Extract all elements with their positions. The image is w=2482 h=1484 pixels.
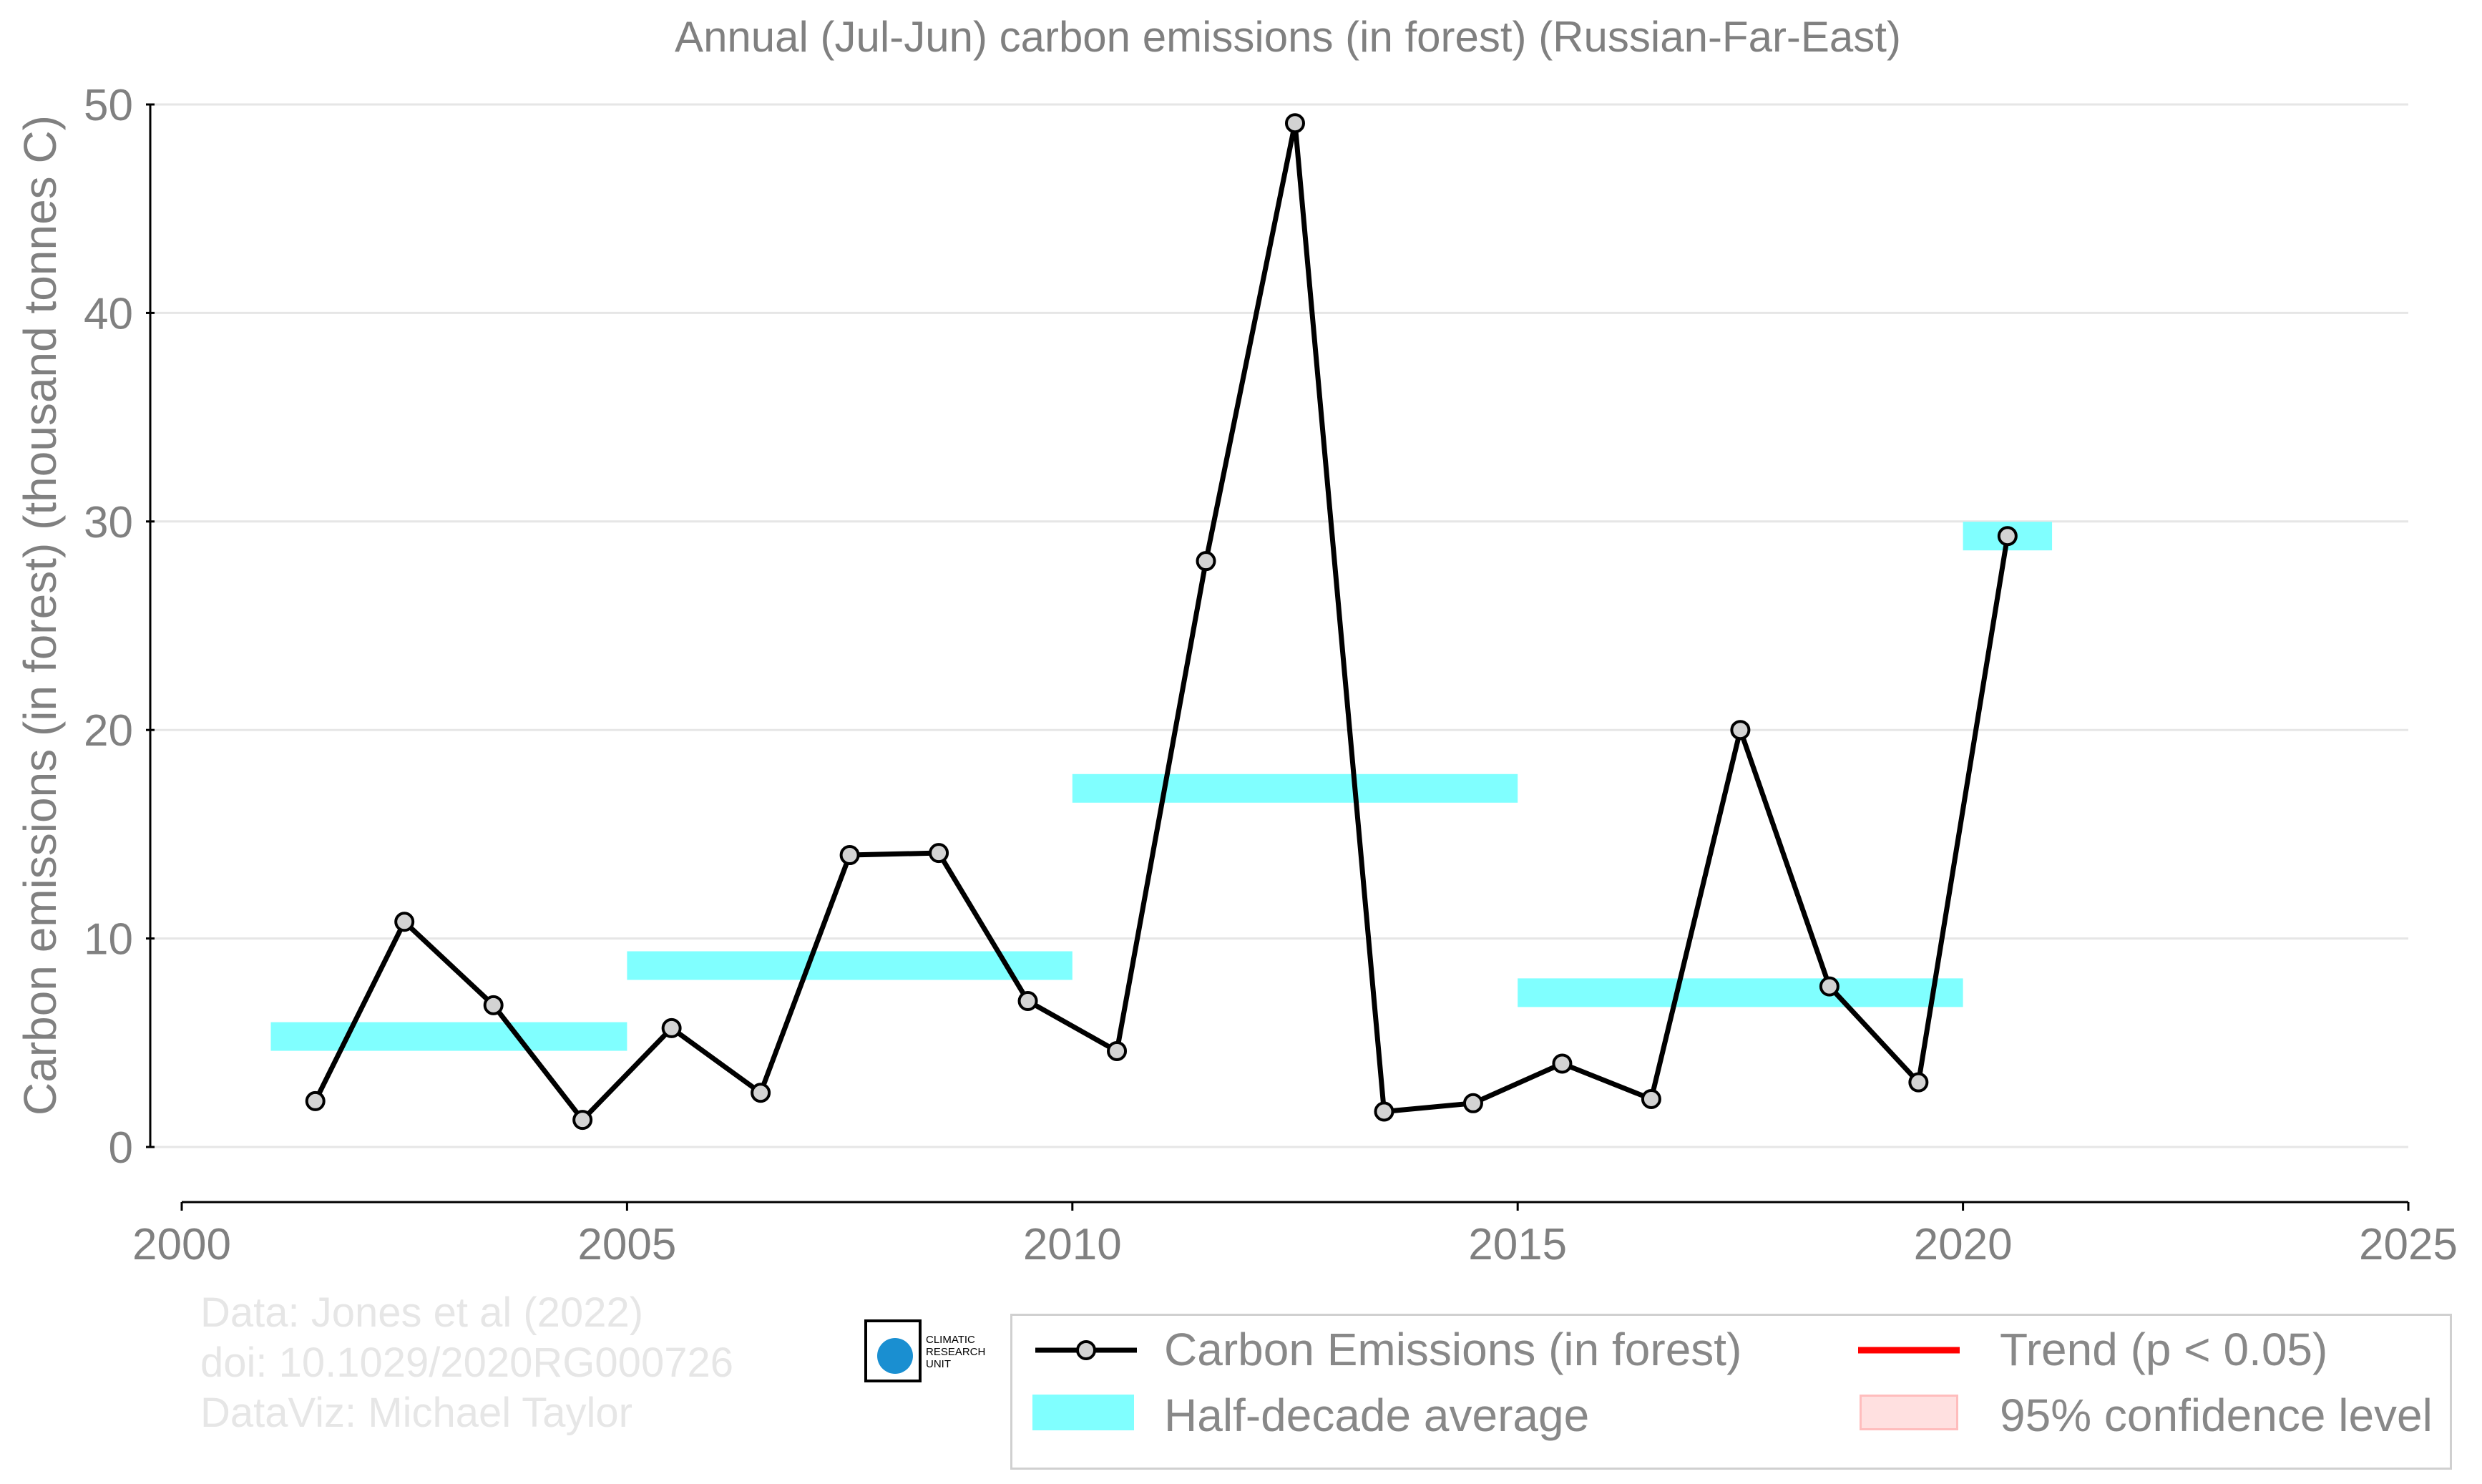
- y-tick-label-30: 30: [84, 498, 133, 547]
- credit-data-source: Data: Jones et al (2022): [200, 1289, 644, 1336]
- x-axis: 2000 2005 2010 2015 2020 2025: [132, 1201, 2458, 1269]
- globe-icon: [877, 1338, 913, 1374]
- emissions-line: [313, 122, 2010, 1124]
- data-point-14: [1462, 1093, 1483, 1113]
- data-point-18: [1819, 976, 1839, 997]
- data-point-9: [1017, 991, 1038, 1012]
- cru-logo-text: CLIMATIC RESEARCH UNIT: [926, 1334, 985, 1370]
- y-axis-label: Carbon emissions (in forest) (thousand t…: [14, 115, 66, 1116]
- half-decade-band-3: [1072, 773, 1518, 803]
- data-point-13: [1374, 1101, 1394, 1122]
- half-decade-band-1: [270, 1022, 627, 1051]
- emissions-series: [313, 122, 2010, 1124]
- gridlines: [146, 103, 2408, 1148]
- data-point-12: [1285, 113, 1305, 134]
- x-tick-label-2010: 2010: [1023, 1220, 1122, 1269]
- x-tick-label-2020: 2020: [1914, 1220, 2013, 1269]
- data-point-8: [929, 843, 949, 864]
- cru-logo-frame: [864, 1319, 922, 1382]
- legend-label-half-decade: Half-decade average: [1164, 1390, 1590, 1441]
- data-point-4: [572, 1110, 593, 1131]
- cru-logo-line1: CLIMATIC: [926, 1334, 975, 1346]
- x-tick-label-2015: 2015: [1468, 1220, 1567, 1269]
- legend-label-emissions: Carbon Emissions (in forest): [1164, 1324, 1742, 1375]
- legend-swatch-confidence: [1860, 1395, 1958, 1430]
- data-point-19: [1908, 1072, 1929, 1093]
- legend-label-trend: Trend (p < 0.05): [2000, 1324, 2328, 1375]
- half-decade-band-4: [1518, 978, 1963, 1007]
- data-point-15: [1552, 1053, 1573, 1074]
- y-tick-labels: 0 10 20 30 40 50: [84, 81, 133, 1173]
- cru-logo-line2: RESEARCH: [926, 1346, 986, 1358]
- half-decade-average-bands: [270, 522, 2053, 1051]
- data-point-5: [661, 1017, 682, 1038]
- legend-label-confidence: 95% confidence level: [2000, 1390, 2433, 1441]
- y-tick-label-20: 20: [84, 706, 133, 756]
- data-point-11: [1196, 551, 1216, 572]
- cru-logo: CLIMATIC RESEARCH UNIT: [864, 1319, 1000, 1384]
- data-point-10: [1107, 1040, 1128, 1061]
- data-point-20: [1997, 526, 2018, 547]
- data-point-6: [751, 1083, 771, 1103]
- data-point-7: [839, 845, 860, 866]
- chart-legend: Carbon Emissions (in forest) Trend (p < …: [1010, 1314, 2452, 1470]
- data-point-3: [483, 995, 504, 1015]
- y-tick-label-10: 10: [84, 915, 133, 965]
- x-tick-label-2000: 2000: [132, 1220, 231, 1269]
- data-point-2: [394, 912, 415, 932]
- y-tick-label-50: 50: [84, 81, 133, 130]
- x-tick-label-2005: 2005: [577, 1220, 676, 1269]
- chart-title: Annual (Jul-Jun) carbon emissions (in fo…: [675, 13, 1901, 61]
- legend-swatch-emissions: [1035, 1340, 1137, 1360]
- emissions-markers: [305, 113, 2018, 1131]
- data-point-17: [1730, 720, 1751, 741]
- credit-doi: doi: 10.1029/2020RG000726: [200, 1339, 733, 1386]
- data-point-16: [1641, 1088, 1661, 1109]
- legend-swatch-half-decade: [1032, 1395, 1134, 1430]
- y-tick-label-40: 40: [84, 289, 133, 338]
- credit-dataviz: DataViz: Michael Taylor: [200, 1390, 632, 1436]
- data-credits: Data: Jones et al (2022) doi: 10.1029/20…: [200, 1288, 733, 1438]
- legend-swatch-trend: [1858, 1347, 1960, 1354]
- cru-logo-line3: UNIT: [926, 1358, 951, 1370]
- x-tick-label-2025: 2025: [2359, 1220, 2458, 1269]
- data-point-1: [305, 1090, 326, 1111]
- y-tick-label-0: 0: [109, 1123, 133, 1173]
